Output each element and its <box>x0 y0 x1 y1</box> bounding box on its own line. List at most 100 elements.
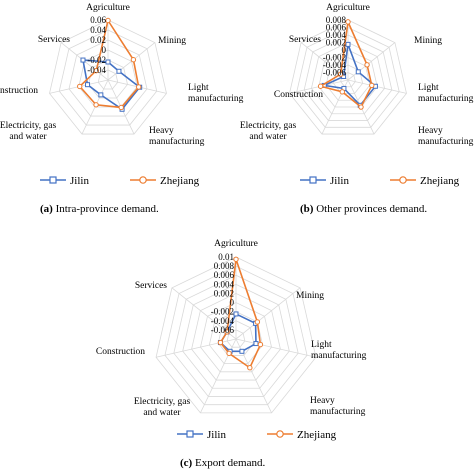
radial-tick-label: -0.004 <box>211 316 235 326</box>
category-label: and water <box>9 132 47 142</box>
point-jilin <box>355 69 361 75</box>
legend-label-zhejiang: Zhejiang <box>420 175 460 187</box>
grid-ring <box>164 265 308 406</box>
grid-ring <box>97 69 119 90</box>
point-jilin <box>98 92 104 98</box>
radial-tick-label: 0.002 <box>214 288 234 298</box>
point-zhejiang <box>233 256 239 262</box>
legend: Jilin Zhejiang <box>177 429 337 441</box>
panel-caption-text: Other provinces demand. <box>313 203 427 215</box>
panel-letter: (a) <box>40 203 53 215</box>
category-label: Construction <box>274 90 323 100</box>
category-label: Light <box>418 83 439 93</box>
category-label: manufacturing <box>310 406 366 417</box>
panel-caption-text: Export demand. <box>192 457 265 469</box>
grid-ring <box>226 329 246 348</box>
radial-tick-label: 0.008 <box>214 261 235 271</box>
grid-spoke <box>235 338 317 358</box>
grid-ring <box>289 19 407 135</box>
grid-ring <box>182 283 290 389</box>
panel-letter: (c) <box>180 457 193 469</box>
category-label: Light <box>188 83 209 93</box>
legend-label-jilin: Jilin <box>330 175 349 187</box>
category-label: Electricity, gas <box>240 121 297 131</box>
point-jilin <box>80 57 86 63</box>
category-label: Construction <box>96 347 145 357</box>
series-line-jilin <box>321 44 377 107</box>
point-zhejiang <box>224 329 230 335</box>
point-zhejiang <box>93 102 99 108</box>
point-zhejiang <box>337 71 344 77</box>
category-label: manufacturing <box>418 93 474 104</box>
point-jilin <box>85 82 91 88</box>
panel-caption: (b) Other provinces demand. <box>300 203 427 215</box>
legend-marker-zhejiang <box>139 176 147 184</box>
grid-ring <box>88 59 128 99</box>
point-zhejiang <box>217 339 224 346</box>
panel-caption: (a) Intra-province demand. <box>40 203 159 215</box>
radar-panel-1: 0.060.040.020-0.02-0.04 Agriculture Mining… <box>0 3 244 215</box>
grid-ring <box>200 302 272 373</box>
radial-tick-label: -0.002 <box>323 53 346 63</box>
category-label: Construction <box>0 86 38 96</box>
legend-marker-jilin <box>49 176 57 184</box>
radial-tick-label: -0.004 <box>323 60 347 70</box>
point-zhejiang <box>118 104 124 111</box>
legend-label-jilin: Jilin <box>207 429 226 441</box>
category-label: Agriculture <box>86 3 130 13</box>
category-label: manufacturing <box>418 136 474 147</box>
legend: Jilin Zhejiang <box>300 175 460 187</box>
point-zhejiang <box>369 82 375 89</box>
legend-label-zhejiang: Zhejiang <box>160 175 200 187</box>
radial-tick-label: 0 <box>102 45 107 55</box>
grid-ring <box>58 29 158 126</box>
category-label: manufacturing <box>311 350 367 361</box>
series-line-jilin <box>82 59 141 111</box>
radial-tick-label: 0 <box>342 45 347 55</box>
panel-caption: (c) Export demand. <box>180 457 265 469</box>
legend-marker-jilin <box>309 176 317 184</box>
grid-spoke <box>235 287 301 340</box>
radial-tick-label: 0.002 <box>326 38 346 48</box>
point-zhejiang <box>247 365 253 371</box>
panel-letter: (b) <box>300 203 314 215</box>
category-label: Heavy <box>310 396 335 406</box>
grid-ring <box>303 34 393 121</box>
category-label: Mining <box>158 36 186 46</box>
series-line-zhejiang <box>78 18 140 109</box>
legend: Jilin Zhejiang <box>40 175 200 187</box>
point-zhejiang <box>317 83 324 89</box>
radial-tick-label: 0.008 <box>326 15 347 25</box>
radial-tick-label: -0.02 <box>87 55 106 65</box>
legend-label-jilin: Jilin <box>70 175 89 187</box>
radial-axis: 0.010.0080.0060.0040.0020-0.002-0.004-0.… <box>211 252 235 335</box>
radial-tick-label: 0 <box>230 298 235 308</box>
radial-tick-label: 0.02 <box>90 35 106 45</box>
category-label: Agriculture <box>214 239 258 249</box>
category-label: Services <box>289 35 321 45</box>
radial-axis: 0.060.040.020-0.02-0.04 <box>87 15 106 75</box>
point-zhejiang <box>254 319 261 325</box>
panel-caption-text: Intra-province demand. <box>53 203 159 215</box>
point-zhejiang <box>358 104 364 110</box>
series-line-zhejiang <box>318 18 373 109</box>
point-jilin <box>345 41 351 47</box>
point-zhejiang <box>77 83 83 90</box>
grid-ring <box>173 274 299 397</box>
point-zhejiang <box>345 19 351 25</box>
category-label: Mining <box>414 36 442 46</box>
legend-marker-zhejiang <box>276 430 284 438</box>
legend-marker-jilin <box>186 430 194 438</box>
radial-tick-label: -0.006 <box>211 325 235 335</box>
point-jilin <box>105 59 111 65</box>
radial-tick-label: 0.04 <box>90 25 106 35</box>
grid-ring <box>325 57 371 101</box>
category-label: Light <box>311 340 332 350</box>
grid-ring <box>318 49 378 108</box>
radar-panel-3: 0.010.0080.0060.0040.0020-0.002-0.004-0.… <box>96 239 367 469</box>
point-zhejiang <box>130 57 137 63</box>
grid-ring <box>217 320 255 356</box>
category-label: Mining <box>296 291 324 301</box>
point-zhejiang <box>257 341 264 348</box>
